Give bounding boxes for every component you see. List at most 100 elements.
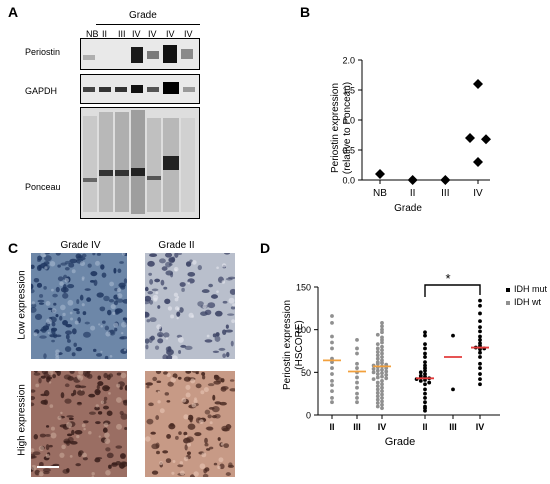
cell-nucleus [84, 288, 91, 291]
cell-nucleus [74, 430, 83, 435]
cell-nucleus [82, 371, 88, 377]
cell-nucleus [108, 464, 112, 469]
tissue-gap [116, 397, 122, 403]
tissue-gap [171, 355, 178, 359]
cell-nucleus [96, 292, 104, 298]
legend-label: IDH mut [514, 284, 548, 294]
cell-nucleus [115, 445, 123, 449]
cell-nucleus [102, 405, 109, 410]
cell-nucleus [209, 446, 214, 450]
chart-d-point [423, 368, 427, 373]
cell-nucleus [149, 253, 158, 258]
cell-nucleus [145, 311, 150, 318]
lane-label-3: IV [132, 29, 141, 39]
tissue-gap [200, 390, 205, 395]
lane-label-2: III [118, 29, 126, 39]
significance-bracket [424, 284, 481, 297]
cell-nucleus [225, 472, 231, 476]
chart-d-point [371, 377, 376, 382]
cell-nucleus [156, 450, 160, 455]
cell-nucleus [163, 332, 170, 338]
tissue-gap [90, 325, 96, 331]
chart-d-point [375, 353, 380, 358]
tissue-gap [221, 263, 227, 268]
cell-nucleus [34, 371, 38, 373]
cell-nucleus [202, 473, 209, 477]
tissue-gap [221, 280, 226, 284]
cell-nucleus [31, 396, 36, 401]
chart-d-point [380, 371, 384, 376]
tissue-gap [117, 293, 123, 299]
tissue-gap [159, 461, 164, 466]
cell-nucleus [157, 305, 161, 309]
cell-nucleus [178, 307, 184, 313]
tissue-gap [116, 383, 121, 388]
chart-b-point [473, 79, 483, 89]
cell-nucleus [68, 417, 74, 421]
cell-nucleus [57, 264, 61, 268]
tissue-gap [47, 371, 54, 376]
chart-b-xtick-label: IV [473, 188, 483, 199]
tissue-gap [166, 372, 171, 378]
tissue-gap [123, 348, 127, 352]
cell-nucleus [220, 378, 225, 383]
legend-marker [506, 288, 510, 292]
chart-d-xtick-label: III [449, 422, 457, 432]
chart-b-ylabel-2: (relative to Ponceau) [342, 82, 353, 174]
cell-nucleus [31, 453, 36, 459]
chart-d-point [375, 387, 380, 392]
cell-nucleus [97, 375, 102, 380]
gapdh-blot [80, 74, 200, 104]
cell-nucleus [147, 290, 154, 295]
lane-label-4: IV [148, 29, 157, 39]
cell-nucleus [154, 278, 161, 283]
chart-d-point [380, 324, 384, 329]
cell-nucleus [31, 307, 37, 313]
cell-nucleus [155, 371, 162, 375]
tissue-gap [100, 400, 105, 404]
cell-nucleus [34, 313, 43, 321]
tissue-gap [82, 452, 87, 458]
chart-d-point [375, 332, 380, 337]
chart-d-point [418, 378, 423, 383]
cell-nucleus [116, 298, 124, 303]
cell-nucleus [165, 261, 172, 268]
tissue-gap [153, 297, 158, 302]
cell-nucleus [167, 381, 174, 387]
cell-nucleus [165, 458, 172, 464]
cell-nucleus [77, 389, 85, 396]
cell-nucleus [88, 411, 96, 415]
tissue-gap [59, 452, 65, 458]
tissue-gap [209, 421, 213, 425]
chart-d-point [355, 338, 359, 342]
cell-nucleus [51, 321, 56, 327]
cell-nucleus [222, 353, 227, 359]
chart-d-point [423, 333, 427, 338]
cell-nucleus [106, 309, 112, 316]
ponceau-blot [80, 107, 200, 219]
cell-nucleus [208, 283, 213, 288]
cell-nucleus [56, 371, 61, 376]
chart-d-point [423, 408, 427, 413]
cell-nucleus [118, 282, 126, 288]
cell-nucleus [200, 311, 208, 316]
cell-nucleus [52, 293, 58, 298]
cell-nucleus [116, 372, 122, 376]
cell-nucleus [63, 440, 72, 444]
cell-nucleus [213, 380, 221, 385]
tissue-gap [171, 471, 175, 475]
chart-d-xtick-label: II [422, 422, 427, 432]
chart-d-point [380, 385, 384, 390]
tissue-gap [220, 443, 224, 446]
tissue-gap [76, 434, 80, 439]
tissue-gap [98, 323, 101, 326]
cell-nucleus [86, 297, 92, 302]
chart-d-point [423, 346, 427, 351]
cell-nucleus [36, 282, 43, 288]
chart-d-point [478, 298, 482, 303]
chart-b-point [375, 169, 385, 179]
tissue-gap [116, 288, 121, 293]
cell-nucleus [177, 253, 182, 256]
cell-nucleus [212, 333, 217, 338]
panel-c-label: C [8, 240, 19, 256]
